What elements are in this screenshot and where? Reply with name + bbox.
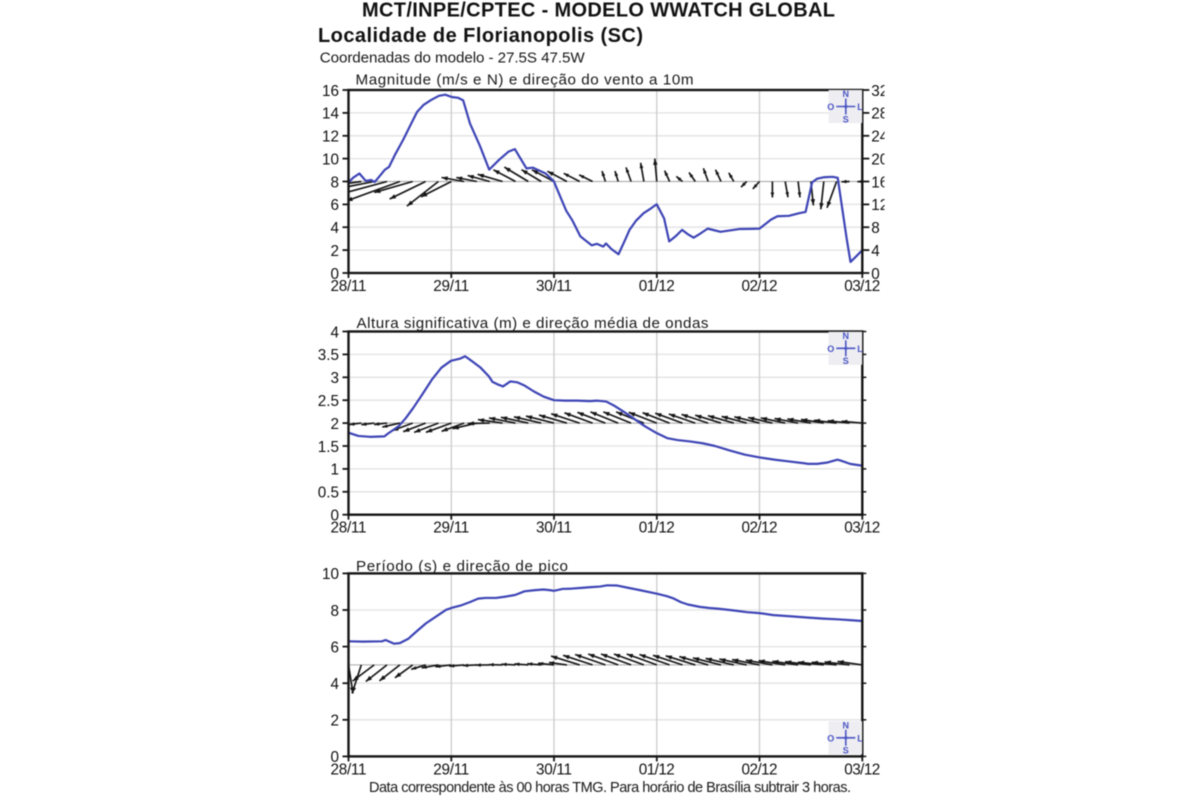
svg-text:29/11: 29/11: [433, 761, 469, 778]
svg-text:20: 20: [871, 151, 888, 168]
svg-text:L: L: [857, 733, 863, 743]
svg-text:1: 1: [330, 462, 339, 479]
svg-text:2: 2: [330, 713, 339, 730]
svg-text:Magnitude (m/s e N) e direção: Magnitude (m/s e N) e direção do vento a…: [356, 72, 694, 89]
svg-text:N: N: [843, 89, 850, 99]
svg-text:24: 24: [871, 129, 889, 146]
svg-text:N: N: [843, 720, 850, 730]
svg-text:6: 6: [330, 639, 339, 656]
svg-text:4: 4: [871, 243, 880, 260]
svg-text:Período (s) e direção de pico: Período (s) e direção de pico: [356, 558, 568, 575]
svg-text:S: S: [843, 114, 849, 124]
svg-text:0: 0: [330, 749, 339, 766]
svg-text:02/12: 02/12: [742, 278, 778, 295]
svg-text:30/11: 30/11: [536, 761, 572, 778]
svg-text:01/12: 01/12: [639, 278, 675, 295]
svg-text:0: 0: [330, 508, 339, 525]
svg-text:3: 3: [330, 370, 339, 387]
svg-text:16: 16: [871, 174, 888, 191]
svg-text:30/11: 30/11: [536, 278, 572, 295]
svg-text:L: L: [857, 344, 863, 354]
svg-text:MCT/INPE/CPTEC - MODELO WWATCH: MCT/INPE/CPTEC - MODELO WWATCH GLOBAL: [362, 0, 835, 22]
svg-text:10: 10: [322, 566, 339, 583]
svg-text:S: S: [843, 356, 849, 366]
svg-text:4: 4: [330, 220, 339, 237]
svg-text:28/11: 28/11: [331, 520, 367, 537]
svg-text:10: 10: [322, 151, 339, 168]
svg-text:6: 6: [330, 197, 339, 214]
svg-text:02/12: 02/12: [742, 520, 778, 537]
svg-text:02/12: 02/12: [742, 761, 778, 778]
svg-text:0.5: 0.5: [318, 485, 339, 502]
svg-text:2.5: 2.5: [318, 393, 339, 410]
svg-text:Data correspondente às 00 hora: Data correspondente às 00 horas TMG. Par…: [369, 780, 851, 796]
svg-text:03/12: 03/12: [844, 761, 880, 778]
svg-text:4: 4: [330, 324, 339, 341]
svg-text:03/12: 03/12: [844, 520, 880, 537]
svg-text:0: 0: [330, 266, 339, 283]
svg-text:O: O: [827, 102, 834, 112]
svg-text:29/11: 29/11: [433, 520, 469, 537]
svg-text:01/12: 01/12: [639, 761, 675, 778]
svg-text:28/11: 28/11: [331, 761, 367, 778]
svg-text:28/11: 28/11: [331, 278, 367, 295]
svg-text:4: 4: [330, 676, 339, 693]
svg-text:1.5: 1.5: [318, 439, 339, 456]
svg-text:Coordenadas do modelo - 27.5S: Coordenadas do modelo - 27.5S 47.5W: [320, 49, 586, 66]
svg-text:01/12: 01/12: [639, 520, 675, 537]
svg-text:16: 16: [322, 83, 339, 100]
svg-text:03/12: 03/12: [844, 278, 880, 295]
svg-text:8: 8: [330, 174, 339, 191]
svg-text:N: N: [843, 331, 850, 341]
svg-text:12: 12: [322, 129, 339, 146]
svg-text:L: L: [857, 102, 863, 112]
svg-text:Altura significativa (m) e dir: Altura significativa (m) e direção média…: [357, 315, 709, 332]
svg-text:32: 32: [871, 83, 888, 100]
svg-text:14: 14: [322, 106, 340, 123]
svg-text:29/11: 29/11: [433, 278, 469, 295]
svg-text:0: 0: [871, 266, 880, 283]
svg-text:O: O: [827, 344, 834, 354]
svg-text:2: 2: [330, 416, 339, 433]
svg-text:8: 8: [871, 220, 880, 237]
svg-text:28: 28: [871, 106, 888, 123]
svg-text:3.5: 3.5: [318, 347, 339, 364]
svg-text:O: O: [827, 733, 834, 743]
svg-text:30/11: 30/11: [536, 520, 572, 537]
svg-text:8: 8: [330, 603, 339, 620]
svg-text:2: 2: [330, 243, 339, 260]
svg-text:12: 12: [871, 197, 888, 214]
svg-text:Localidade de Florianopolis (S: Localidade de Florianopolis (SC): [318, 25, 643, 47]
svg-text:S: S: [843, 746, 849, 756]
